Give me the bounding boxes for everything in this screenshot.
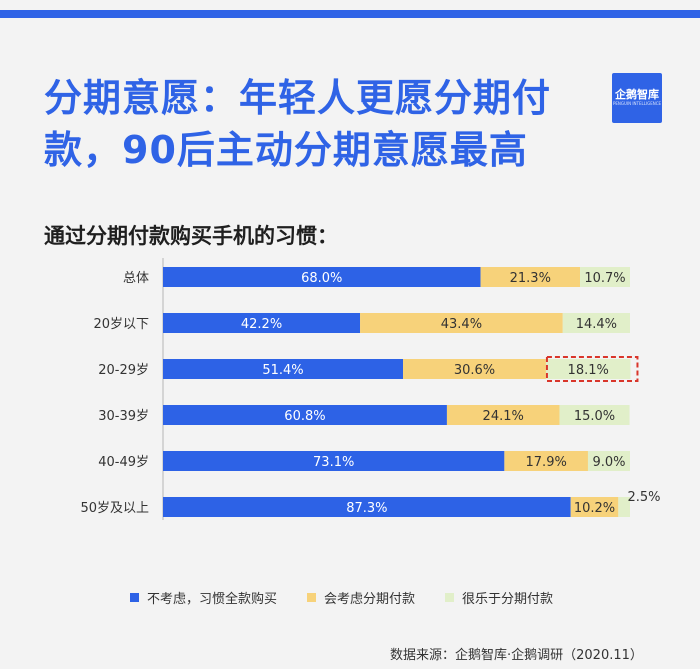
legend-label-happy-installment: 很乐于分期付款	[462, 592, 554, 607]
data-label: 24.1%	[483, 409, 524, 424]
data-label: 10.7%	[584, 271, 625, 286]
page-headline: 分期意愿：年轻人更愿分期付款，90后主动分期意愿最高	[44, 76, 552, 172]
data-label: 68.0%	[301, 271, 342, 286]
data-label: 21.3%	[510, 271, 551, 286]
data-label: 87.3%	[346, 501, 387, 516]
legend-swatch-happy-installment	[445, 593, 455, 602]
data-source-note: 数据来源：企鹅智库·企鹅调研（2020.11）	[390, 648, 643, 663]
category-label: 20-29岁	[98, 363, 149, 378]
data-label: 42.2%	[241, 317, 282, 332]
highlight-box	[545, 356, 639, 382]
data-label: 60.8%	[284, 409, 325, 424]
data-label: 15.0%	[574, 409, 615, 424]
category-label: 20岁以下	[93, 317, 149, 332]
legend-swatch-full-payment	[130, 593, 139, 602]
bar-segment-series-2	[403, 359, 546, 379]
data-label: 9.0%	[592, 455, 625, 470]
data-label: 14.4%	[576, 317, 617, 332]
bar-segment-series-3	[545, 359, 631, 379]
bar-segment-series-2	[570, 497, 619, 517]
logo-subtext: PENGUIN INTELLIGENCE	[612, 101, 662, 106]
bar-segment-series-1	[163, 451, 505, 471]
bar-segment-series-2	[446, 405, 560, 425]
bar-segment-series-3	[562, 313, 630, 333]
data-label: 73.1%	[313, 455, 354, 470]
logo-text: 企鹅智库	[615, 88, 659, 101]
category-label: 总体	[123, 271, 149, 286]
bar-segment-series-1	[163, 359, 404, 379]
bar-segment-series-1	[163, 405, 447, 425]
legend-swatch-consider-installment	[307, 593, 317, 602]
brand-logo: 企鹅智库 PENGUIN INTELLIGENCE	[612, 73, 662, 123]
bar-segment-series-1	[163, 267, 481, 287]
data-label: 43.4%	[441, 317, 482, 332]
category-label: 50岁及以上	[80, 501, 149, 516]
legend-item-happy-installment: 很乐于分期付款	[445, 588, 553, 607]
category-label: 30-39岁	[98, 409, 149, 424]
chart-legend: 不考虑，习惯全款购买 会考虑分期付款 很乐于分期付款	[130, 588, 583, 607]
bar-segment-series-3	[618, 497, 630, 517]
data-label: 10.2%	[574, 501, 615, 516]
stacked-bar-chart: 总体 68.0% 21.3% 10.7% 20岁以下 42.2% 43.4% 14.4% 20-…	[80, 258, 661, 520]
legend-label-consider-installment: 会考虑分期付款	[324, 592, 416, 607]
legend-label-full-payment: 不考虑，习惯全款购买	[147, 592, 278, 607]
bar-segment-series-1	[163, 313, 361, 333]
chart-title: 通过分期付款购买手机的习惯：	[44, 224, 338, 248]
bar-segment-series-2	[480, 267, 581, 287]
data-label: 17.9%	[526, 455, 567, 470]
bar-segment-series-2	[360, 313, 563, 333]
data-label: 18.1%	[568, 363, 609, 378]
bar-segment-series-1	[163, 497, 571, 517]
legend-item-full-payment: 不考虑，习惯全款购买	[130, 588, 277, 607]
bar-segment-series-3	[559, 405, 630, 425]
bar-segment-series-2	[504, 451, 588, 471]
category-label: 40-49岁	[98, 455, 149, 470]
data-label: 2.5%	[627, 490, 660, 505]
data-label: 51.4%	[262, 363, 303, 378]
top-accent-bar	[0, 10, 700, 18]
legend-item-consider-installment: 会考虑分期付款	[307, 588, 415, 607]
bar-segment-series-3	[580, 267, 630, 287]
bar-segment-series-3	[587, 451, 630, 471]
data-label: 30.6%	[454, 363, 495, 378]
